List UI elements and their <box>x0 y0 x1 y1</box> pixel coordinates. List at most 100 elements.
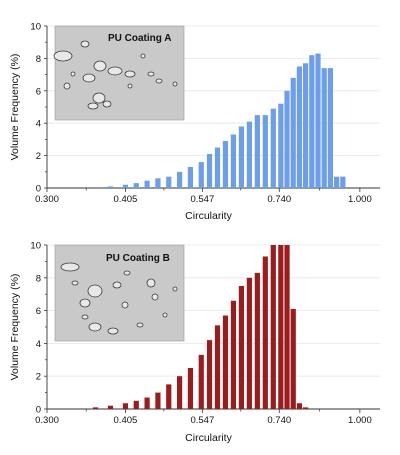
bar <box>133 183 139 188</box>
bar <box>92 407 99 409</box>
x-tick-label: 0.300 <box>35 415 59 426</box>
bar <box>284 245 290 409</box>
bar <box>296 403 303 409</box>
bar <box>246 121 252 188</box>
bar <box>144 180 150 188</box>
particle <box>155 78 163 84</box>
x-axis-label: Circularity <box>185 432 232 444</box>
bar <box>334 176 340 188</box>
bar <box>284 90 290 188</box>
bar <box>176 376 183 409</box>
x-tick-label: 0.740 <box>267 415 291 426</box>
bar <box>198 162 204 188</box>
chart-panel-b: 0 2 4 6 8 10 0.300 0.405 0.547 0.740 1.000 Circular… <box>9 241 380 444</box>
bar <box>122 403 129 409</box>
bar <box>254 272 260 409</box>
bar <box>315 53 321 188</box>
bar <box>198 354 204 409</box>
bar <box>107 405 114 409</box>
bar <box>214 325 221 409</box>
y-tick-label: 2 <box>36 372 41 383</box>
x-tick-label: 0.300 <box>35 194 59 205</box>
particle <box>107 327 119 335</box>
particle <box>127 83 133 89</box>
y-tick-label: 8 <box>36 273 41 284</box>
y-tick-label: 8 <box>36 54 41 65</box>
bar <box>155 392 161 409</box>
bar <box>327 68 334 188</box>
y-tick-label: 0 <box>36 405 41 416</box>
particle <box>162 312 168 318</box>
bar <box>303 407 309 409</box>
bar <box>155 178 161 188</box>
y-tick-label: 6 <box>36 306 41 317</box>
bar <box>278 103 284 188</box>
y-tick-label: 4 <box>36 339 41 350</box>
y-tick-label: 4 <box>36 119 41 130</box>
particle <box>151 293 159 301</box>
particle <box>140 53 146 59</box>
particle <box>87 284 103 298</box>
bar <box>166 176 172 188</box>
particle <box>92 92 106 104</box>
bar <box>187 166 194 188</box>
particle <box>63 82 71 90</box>
bar <box>238 126 244 188</box>
bar <box>176 171 183 188</box>
bar <box>144 397 150 409</box>
particle <box>80 40 90 48</box>
particle <box>81 314 89 320</box>
bar <box>133 400 139 409</box>
bar <box>230 300 237 409</box>
particle <box>88 322 102 332</box>
particle <box>70 71 76 77</box>
bar <box>214 147 221 188</box>
bar <box>222 315 229 409</box>
y-tick-label: 10 <box>30 22 41 33</box>
bar <box>262 256 268 409</box>
micrograph-background <box>54 244 185 342</box>
y-axis-label: Volume Frequency (%) <box>9 54 21 161</box>
particle <box>123 270 131 276</box>
micrograph-inset: PU Coating A <box>53 25 185 121</box>
particle <box>82 73 96 83</box>
bar <box>230 134 237 188</box>
bar <box>296 66 303 188</box>
bar <box>262 115 268 188</box>
y-axis-label: Volume Frequency (%) <box>9 274 21 381</box>
y-tick-label: 6 <box>36 86 41 97</box>
inset-label: PU Coating B <box>106 253 170 264</box>
particle <box>102 100 112 108</box>
bar <box>270 245 276 409</box>
bar <box>187 368 194 409</box>
chart-panel-a: 0 2 4 6 8 10 0.300 0.405 0.547 0.740 1.000 Circular… <box>9 22 380 222</box>
y-tick-label: 2 <box>36 151 41 162</box>
y-tick-label: 0 <box>36 184 41 195</box>
bar <box>238 286 244 409</box>
particle <box>124 70 136 78</box>
bar <box>222 141 229 188</box>
bar <box>122 184 129 188</box>
bar <box>246 277 252 409</box>
x-tick-label: 1.000 <box>348 415 372 426</box>
particle <box>93 60 107 72</box>
bar <box>107 186 114 188</box>
bar <box>290 308 296 409</box>
particle <box>172 81 178 87</box>
particle <box>60 262 80 272</box>
particle <box>53 50 73 62</box>
x-tick-label: 0.547 <box>190 415 214 426</box>
particle <box>71 280 79 286</box>
micrograph-inset: PU Coating B <box>54 244 185 342</box>
bar <box>254 115 260 188</box>
y-tick-label: 10 <box>30 241 41 252</box>
particle <box>112 281 122 289</box>
x-tick-label: 1.000 <box>348 194 372 205</box>
bar <box>270 108 276 188</box>
particle <box>147 71 155 77</box>
bar <box>309 55 315 188</box>
x-tick-label: 0.405 <box>114 194 138 205</box>
particle <box>136 322 144 328</box>
particle <box>146 278 156 288</box>
